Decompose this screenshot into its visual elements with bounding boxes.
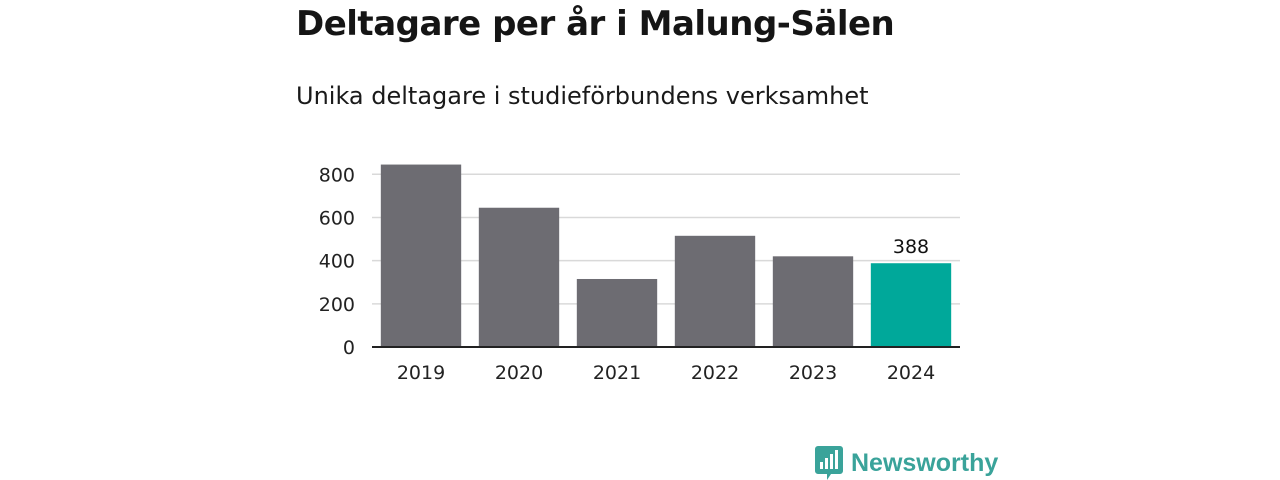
bars [380, 164, 952, 347]
grid-lines [372, 173, 960, 305]
x-tick-label: 2019 [397, 362, 445, 384]
y-tick-label: 400 [319, 251, 355, 273]
bar-2024 [870, 263, 952, 347]
brand-name: Newsworthy [851, 448, 999, 477]
brand-logo: Newsworthy [815, 446, 998, 480]
x-tick-label: 2020 [495, 362, 543, 384]
x-tick-label: 2024 [887, 362, 935, 384]
bar-2021 [576, 278, 658, 347]
bar-2023 [772, 256, 854, 347]
chart-subtitle: Unika deltagare i studieförbundens verks… [296, 82, 869, 110]
y-tick-label: 0 [343, 337, 355, 359]
chart-title: Deltagare per år i Malung-Sälen [296, 4, 895, 44]
labels: 0 200 400 600 800 2019 2020 2021 2022 2023 2024 388 [319, 164, 935, 384]
bar-2020 [478, 207, 560, 347]
y-tick-label: 600 [319, 207, 355, 229]
newsworthy-logo-icon [815, 446, 843, 480]
x-tick-label: 2021 [593, 362, 641, 384]
x-tick-label: 2022 [691, 362, 739, 384]
y-tick-label: 800 [319, 164, 355, 186]
y-tick-label: 200 [319, 294, 355, 316]
bar-2022 [674, 235, 756, 347]
x-tick-label: 2023 [789, 362, 837, 384]
bar-2019 [380, 164, 462, 347]
data-label: 388 [893, 236, 929, 258]
